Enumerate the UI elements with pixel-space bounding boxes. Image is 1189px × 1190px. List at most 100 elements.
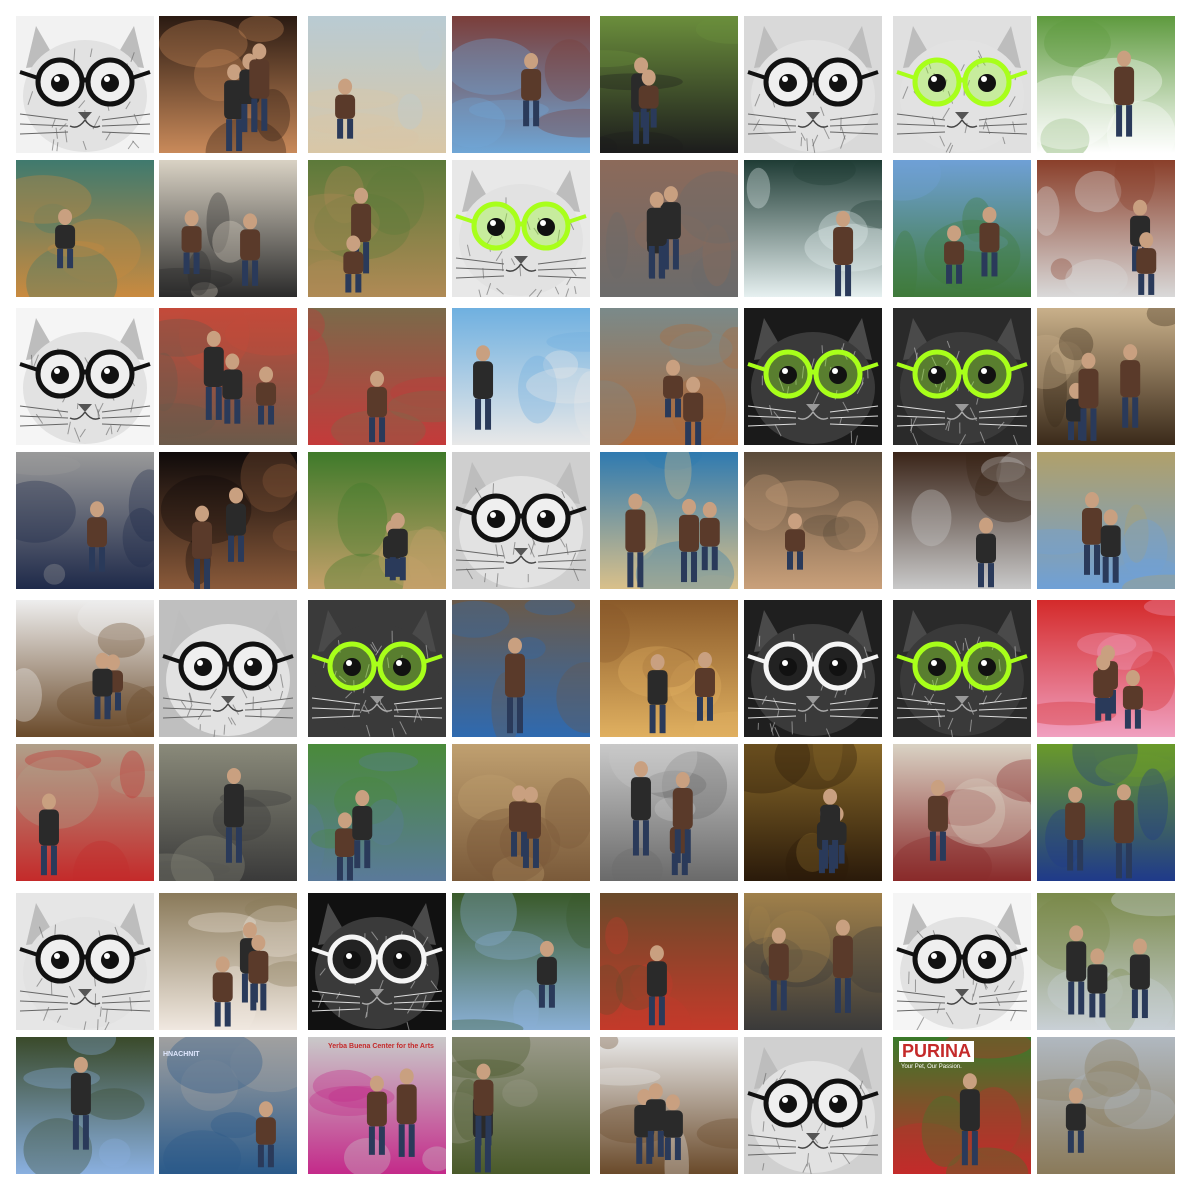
photo-artwork	[1037, 744, 1175, 881]
cat-glasses-illustration	[744, 16, 882, 153]
photo-artwork	[1037, 160, 1175, 297]
photo-hiker-forest-trail	[452, 893, 590, 1030]
cat-glasses-illustration	[16, 893, 154, 1030]
photo-artwork	[452, 16, 590, 153]
photo-artwork	[16, 452, 154, 589]
photo-artwork	[16, 744, 154, 881]
cat-glasses-artwork	[452, 160, 590, 297]
photo-artwork	[308, 744, 446, 881]
photo-artwork	[600, 160, 738, 297]
photo-shopping-cart-rider: HNACHNIT	[159, 1037, 297, 1174]
photo-bmx-indoor-ramp	[744, 452, 882, 589]
photo-artwork	[159, 308, 297, 445]
photo-puppy-on-rug	[159, 893, 297, 1030]
photo-artwork	[893, 744, 1031, 881]
photo-coastal-cliff-fog	[1037, 1037, 1175, 1174]
photo-cafe-interior	[600, 600, 738, 737]
cat-glasses-illustration	[16, 308, 154, 445]
cat-glasses-illustration	[893, 16, 1031, 153]
photo-artwork	[1037, 893, 1175, 1030]
photo-skateboarder-park	[893, 160, 1031, 297]
photo-kids-soccer-goal	[1037, 16, 1175, 153]
photo-woman-walking-street	[159, 744, 297, 881]
cat-glasses-artwork	[308, 893, 446, 1030]
photo-two-men-hawaiian-shirt	[600, 893, 738, 1030]
photo-artwork	[600, 744, 738, 881]
photo-two-black-horses-on-grass	[600, 16, 738, 153]
photo-artwork	[452, 308, 590, 445]
cat-glasses-illustration	[893, 893, 1031, 1030]
photo-artwork	[893, 452, 1031, 589]
photo-street-bull-run	[16, 744, 154, 881]
cat-glasses-artwork	[16, 16, 154, 153]
cat-glasses-illustration	[159, 600, 297, 737]
photo-artwork	[744, 452, 882, 589]
photo-climbing-wall-water	[452, 308, 590, 445]
cat-glasses-illustration	[744, 1037, 882, 1174]
photo-artwork	[744, 893, 882, 1030]
photo-two-teens-talking	[893, 744, 1031, 881]
photo-couple-on-street	[159, 160, 297, 297]
photo-dogs-swimming-brown-water	[744, 744, 882, 881]
cat-glasses-illustration	[452, 452, 590, 589]
photo-artwork	[159, 160, 297, 297]
cat-glasses-illustration	[744, 600, 882, 737]
photo-artwork	[744, 744, 882, 881]
photo-rock-climber	[452, 744, 590, 881]
cat-glasses-illustration	[308, 600, 446, 737]
photo-artwork	[308, 16, 446, 153]
photo-artwork	[893, 1037, 1031, 1174]
photo-musician-stage	[159, 452, 297, 589]
cat-glasses-artwork	[893, 600, 1031, 737]
cat-glasses-artwork	[893, 16, 1031, 153]
cat-glasses-illustration	[893, 308, 1031, 445]
photo-carnival-street	[159, 308, 297, 445]
photo-artwork	[1037, 16, 1175, 153]
photo-artwork	[1037, 308, 1175, 445]
photo-wakeboarder-jump-lake	[600, 452, 738, 589]
photo-artwork	[159, 1037, 297, 1174]
photo-artwork	[600, 16, 738, 153]
photo-artwork	[16, 1037, 154, 1174]
cat-glasses-illustration	[16, 16, 154, 153]
photo-painter-at-easel	[308, 308, 446, 445]
photo-man-walking-pavement	[16, 452, 154, 589]
photo-artwork	[452, 1037, 590, 1174]
cat-glasses-artwork	[16, 308, 154, 445]
photo-person-hairnet-mask	[1037, 160, 1175, 297]
photo-artwork	[600, 452, 738, 589]
photo-artwork	[16, 600, 154, 737]
photo-artwork	[452, 600, 590, 737]
photo-motocross-dirt	[744, 893, 882, 1030]
photo-wakeboarder-wave	[744, 160, 882, 297]
photo-artwork	[1037, 452, 1175, 589]
photo-artwork	[308, 452, 446, 589]
photo-two-people-by-brick-building	[600, 160, 738, 297]
photo-boy-running-blue-shirt	[16, 1037, 154, 1174]
cat-glasses-artwork	[893, 893, 1031, 1030]
photo-artwork	[1037, 1037, 1175, 1174]
cat-glasses-artwork	[744, 600, 882, 737]
photo-dog-running-beach	[308, 16, 446, 153]
photo-woman-and-boy-by-brick-wall	[452, 16, 590, 153]
photo-artwork	[452, 744, 590, 881]
cat-glasses-artwork	[452, 452, 590, 589]
photo-artwork	[600, 308, 738, 445]
cat-glasses-illustration	[452, 160, 590, 297]
photo-sled-dogs-snow	[16, 600, 154, 737]
photo-artwork	[308, 1037, 446, 1174]
photo-artwork	[159, 452, 297, 589]
cat-glasses-artwork	[744, 1037, 882, 1174]
photo-art-center-entrance: Yerba Buena Center for the Arts	[308, 1037, 446, 1174]
photo-football-kicking-field	[1037, 452, 1175, 589]
cat-glasses-illustration	[893, 600, 1031, 737]
cat-glasses-artwork	[744, 16, 882, 153]
photo-dog-agility-purina: PURINA Your Pet, Our Passion.	[893, 1037, 1031, 1174]
photo-woman-smoking-handbag	[893, 452, 1031, 589]
photo-artwork	[600, 600, 738, 737]
cat-glasses-artwork	[308, 600, 446, 737]
cat-glasses-artwork	[159, 600, 297, 737]
cat-glasses-artwork	[744, 308, 882, 445]
photo-artwork	[1037, 600, 1175, 737]
photo-people-party-night	[159, 16, 297, 153]
